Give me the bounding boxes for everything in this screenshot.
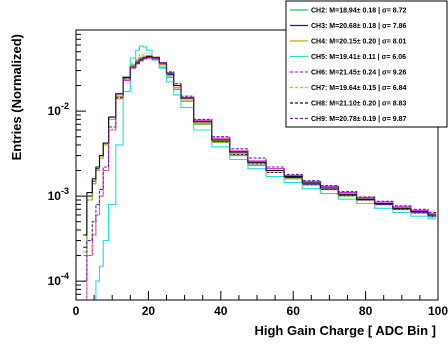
legend-entry-label: CH6: M=21.45± 0.24 | σ= 9.26 bbox=[311, 70, 407, 77]
series-line-7 bbox=[83, 52, 437, 300]
legend-entry-label: CH9: M=20.78± 0.19 | σ= 9.87 bbox=[311, 116, 407, 123]
series-line-8 bbox=[83, 55, 437, 236]
x-tick-label: 20 bbox=[142, 304, 156, 318]
legend-entry-label: CH8: M=21.10± 0.20 | σ= 8.83 bbox=[311, 101, 407, 108]
y-axis-title: Entries (Normalized) bbox=[9, 34, 24, 160]
legend-entry-label: CH5: M=19.41± 0.11 | σ= 6.06 bbox=[311, 54, 406, 61]
x-tick-label: 0 bbox=[73, 304, 80, 318]
x-tick-label: 60 bbox=[287, 304, 301, 318]
x-tick-label: 40 bbox=[214, 304, 228, 318]
y-tick-exponent: -3 bbox=[61, 186, 69, 196]
legend-entry-label: CH3: M=20.68± 0.18 | σ= 7.86 bbox=[311, 23, 407, 30]
legend-entry-label: CH7: M=19.64± 0.15 | σ= 6.84 bbox=[311, 85, 407, 92]
legend-entry-label: CH4: M=20.15± 0.20 | σ= 8.01 bbox=[311, 39, 407, 46]
x-tick-label: 80 bbox=[359, 304, 373, 318]
legend-entry-label: CH2: M=18.94± 0.18 | σ= 8.72 bbox=[311, 8, 407, 15]
y-tick-exponent: -2 bbox=[61, 101, 69, 111]
series-layer bbox=[83, 45, 437, 300]
x-axis-title: High Gain Charge [ ADC Bin ] bbox=[254, 323, 436, 338]
series-line-9 bbox=[83, 56, 437, 282]
y-tick-exponent: -4 bbox=[61, 271, 69, 281]
legend: CH2: M=18.94± 0.18 | σ= 8.72 CH3: M=20.68… bbox=[285, 0, 448, 128]
legend-box bbox=[285, 0, 448, 128]
x-tick-label: 100 bbox=[428, 304, 448, 318]
